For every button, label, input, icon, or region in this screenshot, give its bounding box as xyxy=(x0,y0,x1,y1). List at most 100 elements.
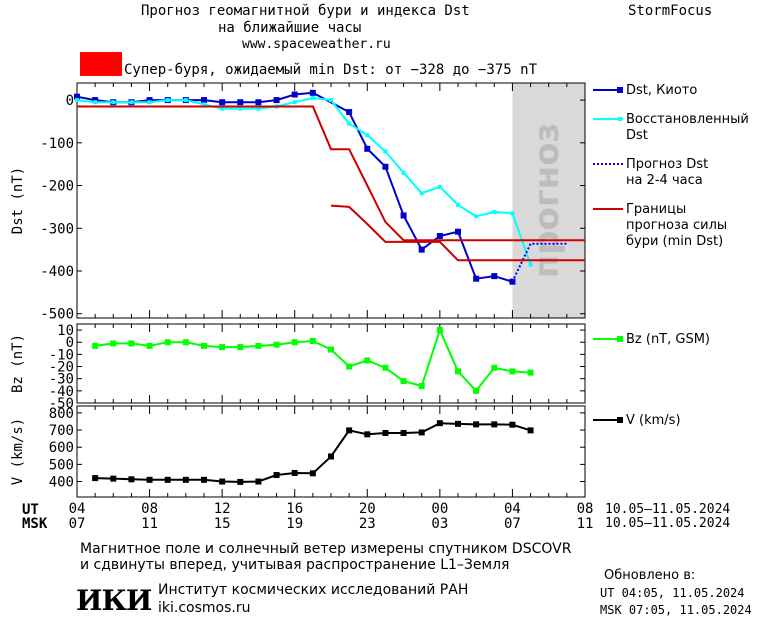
data-point xyxy=(492,210,497,215)
data-point xyxy=(92,97,99,104)
data-point xyxy=(273,472,280,479)
data-point xyxy=(146,342,153,349)
data-point xyxy=(256,106,261,111)
data-point xyxy=(255,99,262,106)
data-point xyxy=(436,420,443,427)
legend-dst-restored-2: Dst xyxy=(626,128,648,143)
ut-tick-label: 00 xyxy=(431,501,448,517)
ut-tick-label: 04 xyxy=(504,501,521,517)
legend-marker-bz-point xyxy=(617,336,623,342)
data-point xyxy=(219,99,226,106)
msk-axis-label: MSK xyxy=(22,516,48,532)
y-axis-label: V (km/s) xyxy=(10,418,26,485)
data-point xyxy=(147,100,152,105)
data-point xyxy=(346,363,353,370)
data-point xyxy=(418,246,425,253)
data-point xyxy=(400,429,407,436)
data-point xyxy=(291,339,298,346)
y-tick-label: 700 xyxy=(49,423,74,439)
data-point xyxy=(509,368,516,375)
data-point xyxy=(400,378,407,385)
series-line-0-1 xyxy=(76,96,532,265)
data-point xyxy=(509,421,516,428)
data-point xyxy=(201,476,207,483)
legend-bounds-3: бури (min Dst) xyxy=(626,234,724,249)
updated-label: Обновлено в: xyxy=(604,568,696,583)
data-point xyxy=(401,170,406,175)
msk-tick-label: 03 xyxy=(431,516,448,532)
updated-msk: MSK 07:05, 11.05.2024 xyxy=(600,603,752,617)
data-point xyxy=(328,453,334,460)
data-point xyxy=(92,342,99,349)
data-point xyxy=(437,184,442,189)
legend-marker-dst-kyoto-point xyxy=(617,87,623,93)
data-point xyxy=(365,133,370,138)
series-line-0-2 xyxy=(511,242,567,283)
data-point xyxy=(455,368,461,375)
msk-tick-label: 15 xyxy=(214,516,231,532)
data-point xyxy=(111,100,116,105)
legend-marker-dst-restored-point xyxy=(618,117,622,121)
data-point xyxy=(491,273,498,280)
data-point xyxy=(346,109,353,116)
data-point xyxy=(129,100,134,105)
data-point xyxy=(527,369,534,376)
ut-tick-label: 16 xyxy=(286,501,303,517)
legend-marker-v-point xyxy=(617,417,623,423)
data-point xyxy=(75,98,79,103)
data-point xyxy=(418,429,425,436)
msk-tick-label: 07 xyxy=(504,516,521,532)
data-point xyxy=(474,214,479,219)
data-point xyxy=(382,163,389,170)
data-point xyxy=(164,339,171,346)
data-point xyxy=(400,212,407,219)
data-point xyxy=(201,97,207,104)
y-tick-label: -40 xyxy=(49,384,74,400)
data-point xyxy=(436,232,443,239)
msk-date-range: 10.05–11.05.2024 xyxy=(605,516,731,531)
legend-bounds-1: Границы xyxy=(626,202,687,217)
institute-name: Институт космических исследований РАН xyxy=(158,582,469,598)
y-tick-label: -300 xyxy=(40,221,74,237)
alert-color-swatch xyxy=(80,52,122,76)
data-point xyxy=(528,262,533,267)
data-point xyxy=(329,98,333,103)
y-tick-label: -50 xyxy=(49,396,74,412)
msk-tick-label: 11 xyxy=(577,516,594,532)
data-point xyxy=(491,421,498,428)
legend-bz: Bz (nT, GSM) xyxy=(626,332,711,347)
panel-frame xyxy=(76,323,586,404)
legend-bounds-2: прогноза силы xyxy=(626,218,728,233)
ut-tick-label: 08 xyxy=(141,501,158,517)
y-tick-label: 0 xyxy=(66,335,74,351)
data-point xyxy=(418,382,425,389)
data-point xyxy=(382,364,389,371)
data-point xyxy=(347,121,352,126)
data-point xyxy=(473,275,480,282)
data-point xyxy=(182,339,189,346)
forecast-region xyxy=(512,83,585,318)
data-point xyxy=(419,191,424,196)
institute-site[interactable]: iki.cosmos.ru xyxy=(158,600,251,616)
data-point xyxy=(455,420,461,427)
data-point xyxy=(473,387,480,394)
y-tick-label: 600 xyxy=(49,440,74,456)
data-point xyxy=(346,427,353,434)
ut-tick-label: 12 xyxy=(214,501,231,517)
data-point xyxy=(237,99,244,106)
y-tick-label: -400 xyxy=(40,264,74,280)
data-point xyxy=(238,106,243,111)
legend-v: V (km/s) xyxy=(626,413,681,428)
msk-tick-label: 19 xyxy=(286,516,303,532)
data-point xyxy=(456,202,460,207)
series-line-0-4 xyxy=(330,204,585,262)
data-point xyxy=(309,470,316,477)
data-point xyxy=(255,478,262,485)
footer-note-line1: Магнитное поле и солнечный ветер измерен… xyxy=(80,541,572,557)
source-url[interactable]: www.spaceweather.ru xyxy=(242,37,391,52)
ut-tick-label: 20 xyxy=(359,501,376,517)
data-point xyxy=(291,469,298,476)
ut-tick-label: 08 xyxy=(577,501,594,517)
data-point xyxy=(510,211,515,216)
